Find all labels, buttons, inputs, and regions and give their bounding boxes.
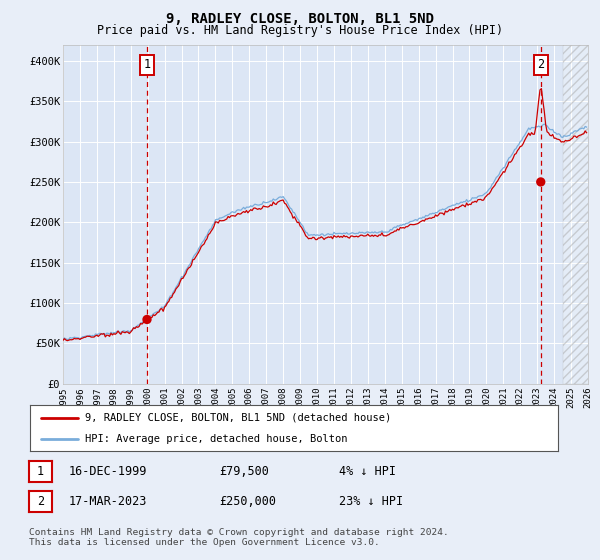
Text: 2: 2	[537, 58, 544, 72]
Text: 9, RADLEY CLOSE, BOLTON, BL1 5ND (detached house): 9, RADLEY CLOSE, BOLTON, BL1 5ND (detach…	[85, 413, 392, 423]
Text: 1: 1	[143, 58, 151, 72]
Text: £250,000: £250,000	[219, 494, 276, 508]
Text: £79,500: £79,500	[219, 465, 269, 478]
Text: 4% ↓ HPI: 4% ↓ HPI	[339, 465, 396, 478]
Text: 16-DEC-1999: 16-DEC-1999	[69, 465, 148, 478]
Text: 2: 2	[37, 494, 44, 508]
Point	[142, 315, 152, 324]
Text: HPI: Average price, detached house, Bolton: HPI: Average price, detached house, Bolt…	[85, 434, 348, 444]
Point	[536, 178, 545, 186]
Text: 17-MAR-2023: 17-MAR-2023	[69, 494, 148, 508]
Text: Contains HM Land Registry data © Crown copyright and database right 2024.
This d: Contains HM Land Registry data © Crown c…	[29, 528, 449, 547]
Text: 9, RADLEY CLOSE, BOLTON, BL1 5ND: 9, RADLEY CLOSE, BOLTON, BL1 5ND	[166, 12, 434, 26]
Text: 23% ↓ HPI: 23% ↓ HPI	[339, 494, 403, 508]
Text: Price paid vs. HM Land Registry's House Price Index (HPI): Price paid vs. HM Land Registry's House …	[97, 24, 503, 36]
Text: 1: 1	[37, 465, 44, 478]
